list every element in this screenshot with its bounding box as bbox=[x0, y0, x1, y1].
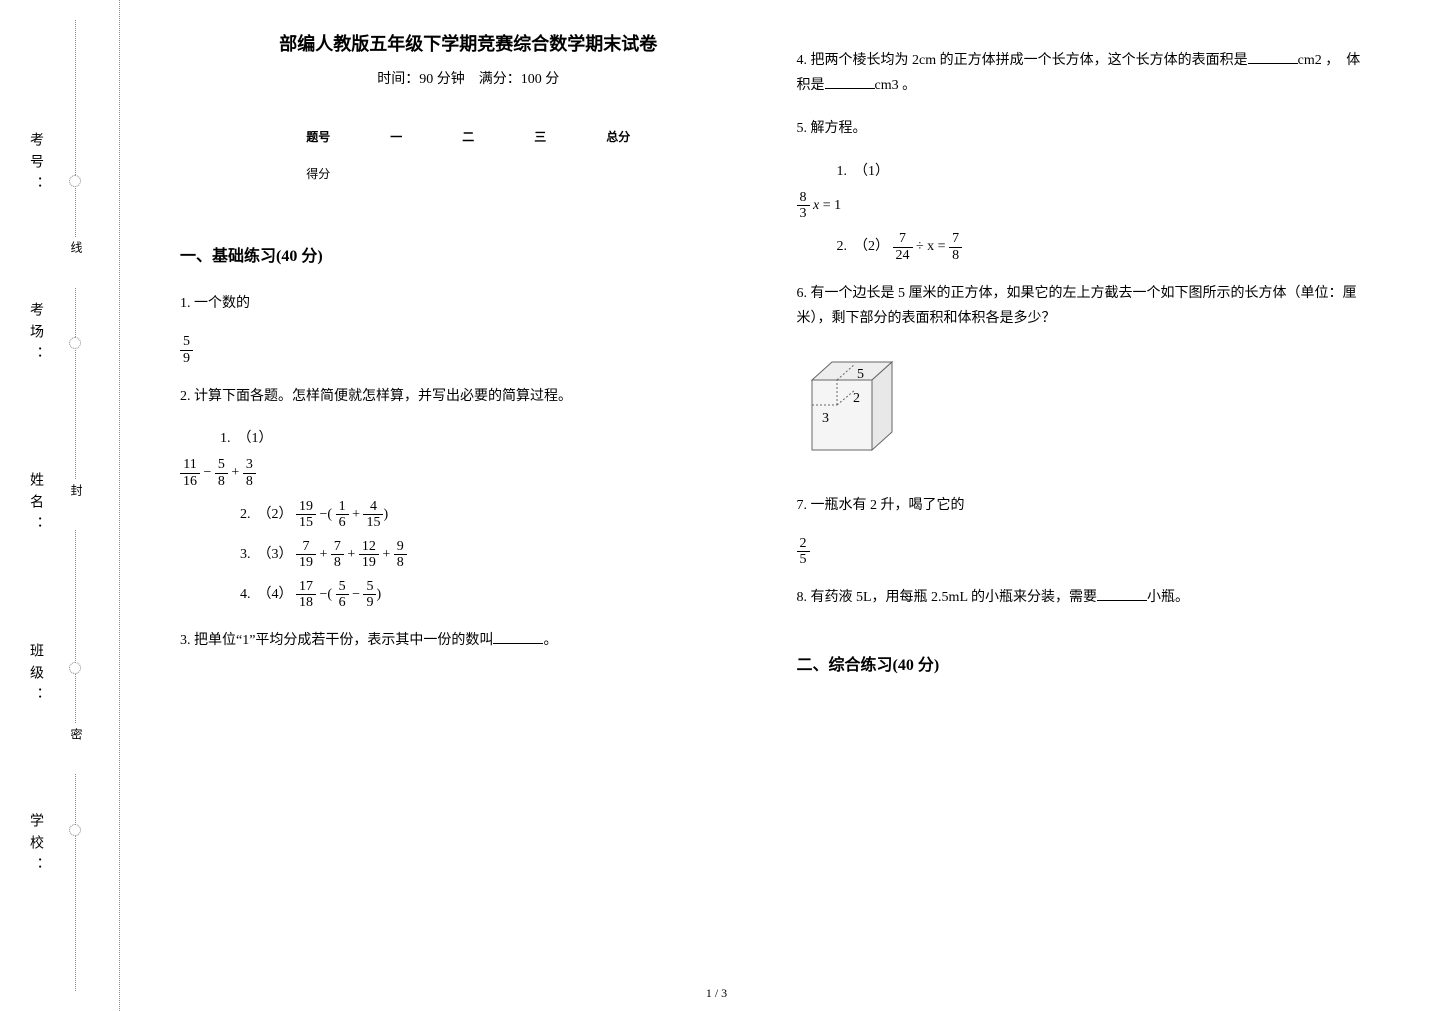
fraction: 719 bbox=[296, 539, 316, 571]
label-class: 班级： bbox=[25, 643, 45, 709]
td-label: 得分 bbox=[276, 155, 360, 192]
question-8: 8. 有药液 5L，用每瓶 2.5mL 的小瓶来分装，需要小瓶。 bbox=[797, 585, 1374, 610]
fill-blank bbox=[825, 88, 875, 89]
q5-sub1-label: 1. （1） bbox=[837, 160, 1374, 180]
q5-expr2: 2. （2） 724 ÷ x = 78 bbox=[837, 231, 1374, 263]
page-number: 1 / 3 bbox=[706, 986, 727, 1001]
table-row: 题号 一 二 三 总分 bbox=[276, 118, 660, 155]
fraction: 58 bbox=[215, 457, 228, 489]
fraction: 78 bbox=[949, 231, 962, 263]
margin-field-labels: 考号： 考场： 姓名： 班级： 学校： bbox=[25, 0, 45, 1011]
fig-label-5: 5 bbox=[857, 367, 864, 382]
fig-label-3: 3 bbox=[822, 411, 829, 426]
th-col: 一 bbox=[360, 118, 432, 155]
fraction: 98 bbox=[394, 539, 407, 571]
q2-expr2: 2. （2） 1915 −( 16 + 415) bbox=[240, 499, 757, 531]
section-2-header: 二、综合练习(40 分) bbox=[797, 651, 1374, 675]
td-cell bbox=[432, 155, 504, 192]
table-row: 得分 bbox=[276, 155, 660, 192]
q2-expr3: 3. （3） 719 + 78 + 1219 + 98 bbox=[240, 539, 757, 571]
fig-label-2: 2 bbox=[853, 391, 860, 406]
question-4: 4. 把两个棱长均为 2cm 的正方体拼成一个长方体，这个长方体的表面积是cm2… bbox=[797, 48, 1374, 98]
td-cell bbox=[360, 155, 432, 192]
td-cell bbox=[504, 155, 576, 192]
q1-text: 1. 一个数的 bbox=[180, 296, 250, 311]
th-label: 题号 bbox=[276, 118, 360, 155]
left-column: 部编人教版五年级下学期竞赛综合数学期末试卷 时间：90 分钟 满分：100 分 … bbox=[160, 30, 777, 981]
seal-label: 线 bbox=[68, 237, 85, 287]
question-7: 7. 一瓶水有 2 升，喝了它的 bbox=[797, 493, 1374, 518]
seal-label: 密 bbox=[68, 724, 85, 774]
page-content: 部编人教版五年级下学期竞赛综合数学期末试卷 时间：90 分钟 满分：100 分 … bbox=[120, 0, 1433, 1011]
fraction: 1718 bbox=[296, 579, 316, 611]
fraction: 724 bbox=[893, 231, 913, 263]
q2-expr4: 4. （4） 1718 −( 56 − 59) bbox=[240, 579, 757, 611]
fill-blank bbox=[1097, 600, 1147, 601]
right-column: 4. 把两个棱长均为 2cm 的正方体拼成一个长方体，这个长方体的表面积是cm2… bbox=[777, 30, 1394, 981]
fraction: 1116 bbox=[180, 457, 200, 489]
label-exam-id: 考号： bbox=[25, 132, 45, 198]
th-total: 总分 bbox=[576, 118, 660, 155]
q7-fraction: 25 bbox=[797, 536, 1374, 568]
fill-blank bbox=[493, 643, 543, 644]
exam-title: 部编人教版五年级下学期竞赛综合数学期末试卷 bbox=[180, 30, 757, 56]
cube-diagram: 5 2 3 bbox=[797, 350, 1374, 475]
fraction: 16 bbox=[336, 499, 349, 531]
question-2: 2. 计算下面各题。怎样简便就怎样算，并写出必要的简算过程。 bbox=[180, 384, 757, 409]
fraction: 415 bbox=[363, 499, 383, 531]
th-col: 三 bbox=[504, 118, 576, 155]
question-5: 5. 解方程。 bbox=[797, 116, 1374, 141]
fraction: 59 bbox=[363, 579, 376, 611]
q2-sub1-label: 1. （1） bbox=[220, 427, 757, 447]
th-col: 二 bbox=[432, 118, 504, 155]
fraction: 56 bbox=[336, 579, 349, 611]
cube-svg: 5 2 3 bbox=[797, 350, 907, 470]
fraction: 83 bbox=[797, 190, 810, 222]
q1-fraction: 5 9 bbox=[180, 334, 757, 366]
q5-expr1: 83 x = 1 bbox=[797, 190, 1374, 222]
exam-subtitle: 时间：90 分钟 满分：100 分 bbox=[180, 68, 757, 88]
label-school: 学校： bbox=[25, 813, 45, 879]
question-6: 6. 有一个边长是 5 厘米的正方体，如果它的左上方截去一个如下图所示的长方体（… bbox=[797, 281, 1374, 331]
fraction: 1219 bbox=[359, 539, 379, 571]
seal-labels: 线 封 密 bbox=[68, 0, 85, 1011]
fraction: 38 bbox=[243, 457, 256, 489]
td-cell bbox=[576, 155, 660, 192]
fraction: 5 9 bbox=[180, 334, 193, 366]
fill-blank bbox=[1248, 63, 1298, 64]
question-3: 3. 把单位“1”平均分成若干份，表示其中一份的数叫。 bbox=[180, 628, 757, 653]
q2-expr1: 1116 − 58 + 38 bbox=[180, 457, 757, 489]
label-name: 姓名： bbox=[25, 472, 45, 538]
fraction: 25 bbox=[797, 536, 810, 568]
question-1: 1. 一个数的 bbox=[180, 291, 757, 316]
fraction: 78 bbox=[331, 539, 344, 571]
binding-margin: 考号： 考场： 姓名： 班级： 学校： 线 封 密 bbox=[0, 0, 120, 1011]
score-table: 题号 一 二 三 总分 得分 bbox=[276, 118, 660, 192]
seal-label: 封 bbox=[68, 480, 85, 530]
section-1-header: 一、基础练习(40 分) bbox=[180, 242, 757, 266]
fraction: 1915 bbox=[296, 499, 316, 531]
label-room: 考场： bbox=[25, 302, 45, 368]
